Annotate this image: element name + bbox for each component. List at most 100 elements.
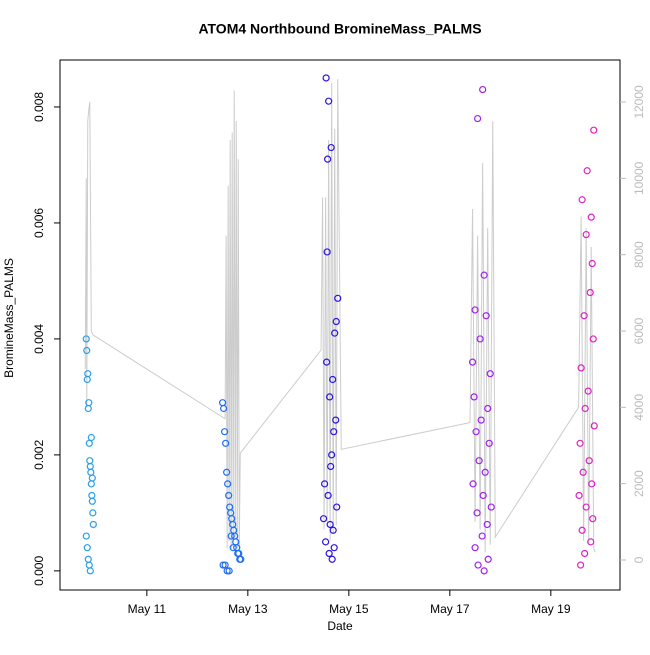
- point: [319, 515, 328, 523]
- point: [330, 544, 338, 552]
- point: [218, 399, 227, 407]
- point: [327, 143, 335, 152]
- point: [84, 555, 92, 563]
- point: [326, 393, 334, 401]
- point: [471, 306, 479, 314]
- point: [83, 544, 91, 552]
- point: [328, 555, 336, 563]
- point: [324, 155, 332, 163]
- x-tick-label: May 19: [531, 602, 571, 616]
- point: [322, 74, 330, 82]
- point: [590, 422, 598, 430]
- point: [85, 561, 93, 569]
- point: [474, 561, 482, 569]
- point: [589, 515, 597, 523]
- point: [222, 439, 230, 447]
- point: [327, 462, 335, 471]
- y2-tick-label: 4000: [632, 394, 646, 421]
- point: [476, 335, 484, 343]
- point: [87, 480, 95, 488]
- point: [83, 346, 91, 355]
- point: [588, 259, 596, 268]
- point: [583, 167, 591, 175]
- point: [480, 567, 488, 575]
- point: [332, 416, 340, 424]
- point: [484, 555, 492, 563]
- point: [329, 526, 337, 534]
- point: [589, 335, 597, 343]
- point: [84, 404, 92, 413]
- point: [86, 457, 94, 465]
- y-tick-label: 0.006: [32, 208, 46, 238]
- point: [82, 335, 90, 343]
- point: [224, 480, 232, 488]
- y-axis-label: BromineMass_PALMS: [2, 258, 16, 378]
- x-tick-label: May 11: [128, 602, 167, 616]
- point: [485, 439, 493, 447]
- point: [329, 375, 337, 384]
- point: [469, 480, 477, 488]
- point: [470, 393, 478, 401]
- point: [325, 97, 333, 105]
- point: [87, 433, 95, 442]
- point: [84, 370, 92, 378]
- y-tick-label: 0.008: [32, 92, 46, 122]
- point: [480, 271, 488, 279]
- point: [575, 491, 583, 500]
- point: [468, 358, 477, 366]
- point: [323, 358, 331, 366]
- point: [581, 549, 589, 558]
- point: [582, 230, 590, 239]
- point: [472, 428, 480, 436]
- point: [328, 451, 336, 459]
- point: [89, 520, 97, 529]
- y2-tick-label: 6000: [632, 317, 646, 344]
- point: [581, 404, 589, 413]
- point: [322, 538, 330, 546]
- y-tick-label: 0.002: [32, 440, 46, 470]
- y-tick-label: 0.004: [32, 324, 46, 354]
- y2-tick-label: 8000: [632, 241, 646, 268]
- point: [85, 399, 93, 407]
- point: [588, 480, 596, 488]
- point: [487, 503, 495, 511]
- point: [324, 491, 332, 500]
- point: [483, 520, 491, 529]
- point: [88, 497, 96, 505]
- point: [586, 288, 594, 297]
- point: [475, 457, 483, 465]
- point: [333, 503, 341, 511]
- point: [479, 491, 487, 500]
- point: [479, 85, 487, 94]
- x-tick-label: May 15: [329, 602, 369, 616]
- point: [229, 544, 237, 552]
- point: [227, 532, 235, 540]
- x-tick-label: May 17: [430, 602, 470, 616]
- point: [85, 439, 93, 447]
- point: [331, 329, 339, 337]
- point: [578, 526, 586, 534]
- point: [481, 468, 489, 476]
- point: [482, 312, 490, 320]
- point: [82, 532, 90, 540]
- y2-tick-label: 2000: [632, 470, 646, 497]
- point: [587, 213, 595, 221]
- y-tick-label: 0.000: [32, 556, 46, 586]
- point: [320, 480, 329, 488]
- point: [225, 491, 233, 500]
- point: [323, 248, 331, 256]
- point: [471, 544, 479, 552]
- point: [484, 404, 492, 413]
- point: [219, 561, 227, 569]
- point: [474, 114, 482, 123]
- x-axis-label: Date: [327, 619, 353, 633]
- point: [486, 370, 494, 378]
- point: [576, 439, 584, 447]
- point: [88, 491, 96, 500]
- point: [225, 567, 233, 575]
- point: [580, 312, 588, 320]
- point: [582, 503, 590, 511]
- point: [584, 387, 592, 395]
- altitude-line: [84, 79, 596, 553]
